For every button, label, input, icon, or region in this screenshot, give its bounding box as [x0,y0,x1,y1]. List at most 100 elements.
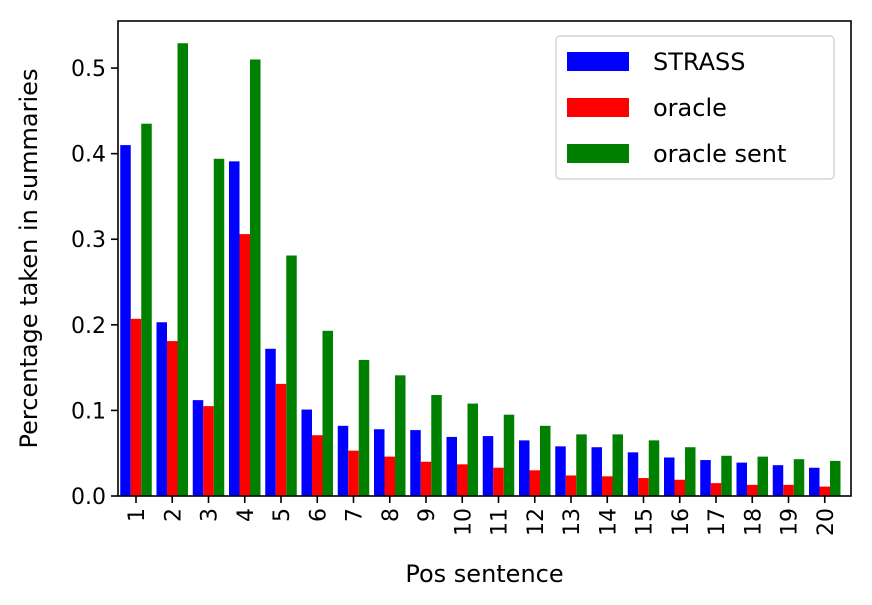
y-tick-label: 0.0 [71,485,106,510]
x-tick-label: 14 [596,508,621,536]
y-axis: 0.0 0.1 0.2 0.3 0.4 0.5 [71,57,118,510]
bar-oracle-1 [130,318,142,496]
bar-oracle-sent-11 [503,414,515,496]
bar-strass-5 [265,348,276,496]
bar-oracle-20 [819,486,830,496]
bar-oracle-sent-18 [757,456,768,496]
x-tick-label: 15 [633,508,658,536]
bar-oracle-15 [638,478,649,496]
bar-oracle-10 [457,464,468,496]
bar-strass-6 [301,409,312,496]
bar-oracle-sent-12 [540,425,551,496]
bar-strass-11 [482,436,494,496]
legend-label: oracle [653,94,727,122]
bar-oracle-sent-2 [177,43,188,496]
bar-oracle-sent-16 [685,447,696,496]
bar-strass-18 [736,462,747,496]
bar-oracle-sent-1 [141,123,152,496]
bar-oracle-sent-14 [612,434,623,496]
x-axis-label: Pos sentence [405,560,563,588]
x-tick-label: 5 [270,508,295,522]
bar-oracle-5 [275,383,287,496]
bar-strass-1 [120,145,131,496]
bar-oracle-sent-17 [721,455,732,496]
bar-oracle-18 [747,484,758,496]
bar-oracle-3 [203,406,214,496]
bar-oracle-14 [602,476,613,496]
bar-oracle-2 [167,341,178,496]
x-tick-label: 7 [343,508,368,522]
x-tick-label: 19 [778,508,803,536]
bar-strass-16 [664,457,675,496]
x-tick-label: 20 [814,508,839,536]
bar-strass-10 [446,436,457,496]
bar-oracle-13 [565,475,577,496]
legend: STRASS oracle oracle sent [555,35,835,180]
bar-strass-7 [337,425,349,496]
y-tick-label: 0.2 [71,314,106,339]
bar-oracle-sent-5 [286,255,297,496]
y-tick-label: 0.5 [71,57,106,82]
bar-oracle-7 [348,450,359,496]
bar-oracle-12 [529,470,540,496]
legend-label: STRASS [653,48,745,76]
bar-oracle-sent-3 [213,158,225,497]
x-tick-label: 17 [705,508,730,536]
x-tick-label: 9 [415,508,440,522]
bar-strass-14 [591,447,602,496]
bars-layer [120,43,841,497]
bar-strass-15 [627,452,639,496]
y-tick-label: 0.1 [71,399,106,424]
bar-oracle-16 [674,479,685,496]
bar-oracle-sent-6 [322,330,333,496]
bar-strass-20 [809,467,820,496]
bar-strass-17 [700,460,711,496]
x-tick-label: 4 [234,508,259,522]
legend-swatch [567,98,629,117]
bar-strass-4 [229,161,240,497]
bar-strass-2 [156,322,167,496]
bar-oracle-sent-7 [358,359,370,496]
x-tick-label: 11 [488,508,513,536]
bar-oracle-11 [493,467,504,496]
x-tick-label: 18 [741,508,766,536]
legend-swatch [567,52,629,71]
bar-oracle-17 [710,483,722,496]
bar-oracle-19 [783,484,794,496]
x-tick-label: 1 [125,508,150,522]
bar-strass-19 [772,465,784,496]
legend-swatch [567,144,629,163]
x-tick-label: 2 [161,508,186,522]
bar-oracle-6 [312,435,323,496]
bar-strass-12 [519,440,530,496]
x-tick-label: 16 [669,508,694,536]
legend-frame [555,35,835,180]
bar-oracle-sent-9 [431,395,442,496]
x-tick-label: 13 [560,508,585,536]
bar-oracle-8 [384,456,395,496]
bar-strass-3 [192,400,204,496]
bar-strass-9 [410,430,421,496]
x-tick-label: 6 [306,508,331,522]
x-tick-label: 12 [524,508,549,536]
x-tick-label: 10 [451,508,476,536]
bar-oracle-sent-8 [395,375,406,496]
x-tick-label: 8 [379,508,404,522]
bar-oracle-sent-20 [830,460,841,496]
x-tick-label: 3 [198,508,223,522]
y-axis-label: Percentage taken in summaries [15,69,43,449]
bar-oracle-sent-13 [576,434,587,496]
plot-frame [117,20,852,497]
y-tick-label: 0.4 [71,143,106,168]
bar-strass-8 [374,429,385,496]
bar-oracle-9 [420,461,432,496]
bar-oracle-sent-15 [648,440,660,496]
x-axis: 1 2 3 4 5 6 7 8 9 10 11 12 13 14 15 16 17 18 19 20 [125,496,839,536]
bar-oracle-sent-4 [250,59,261,496]
bar-oracle-sent-19 [793,459,805,496]
legend-label: oracle sent [653,140,786,168]
bar-oracle-sent-10 [467,403,478,496]
bar-oracle-4 [239,234,250,497]
bar-strass-13 [555,446,566,496]
